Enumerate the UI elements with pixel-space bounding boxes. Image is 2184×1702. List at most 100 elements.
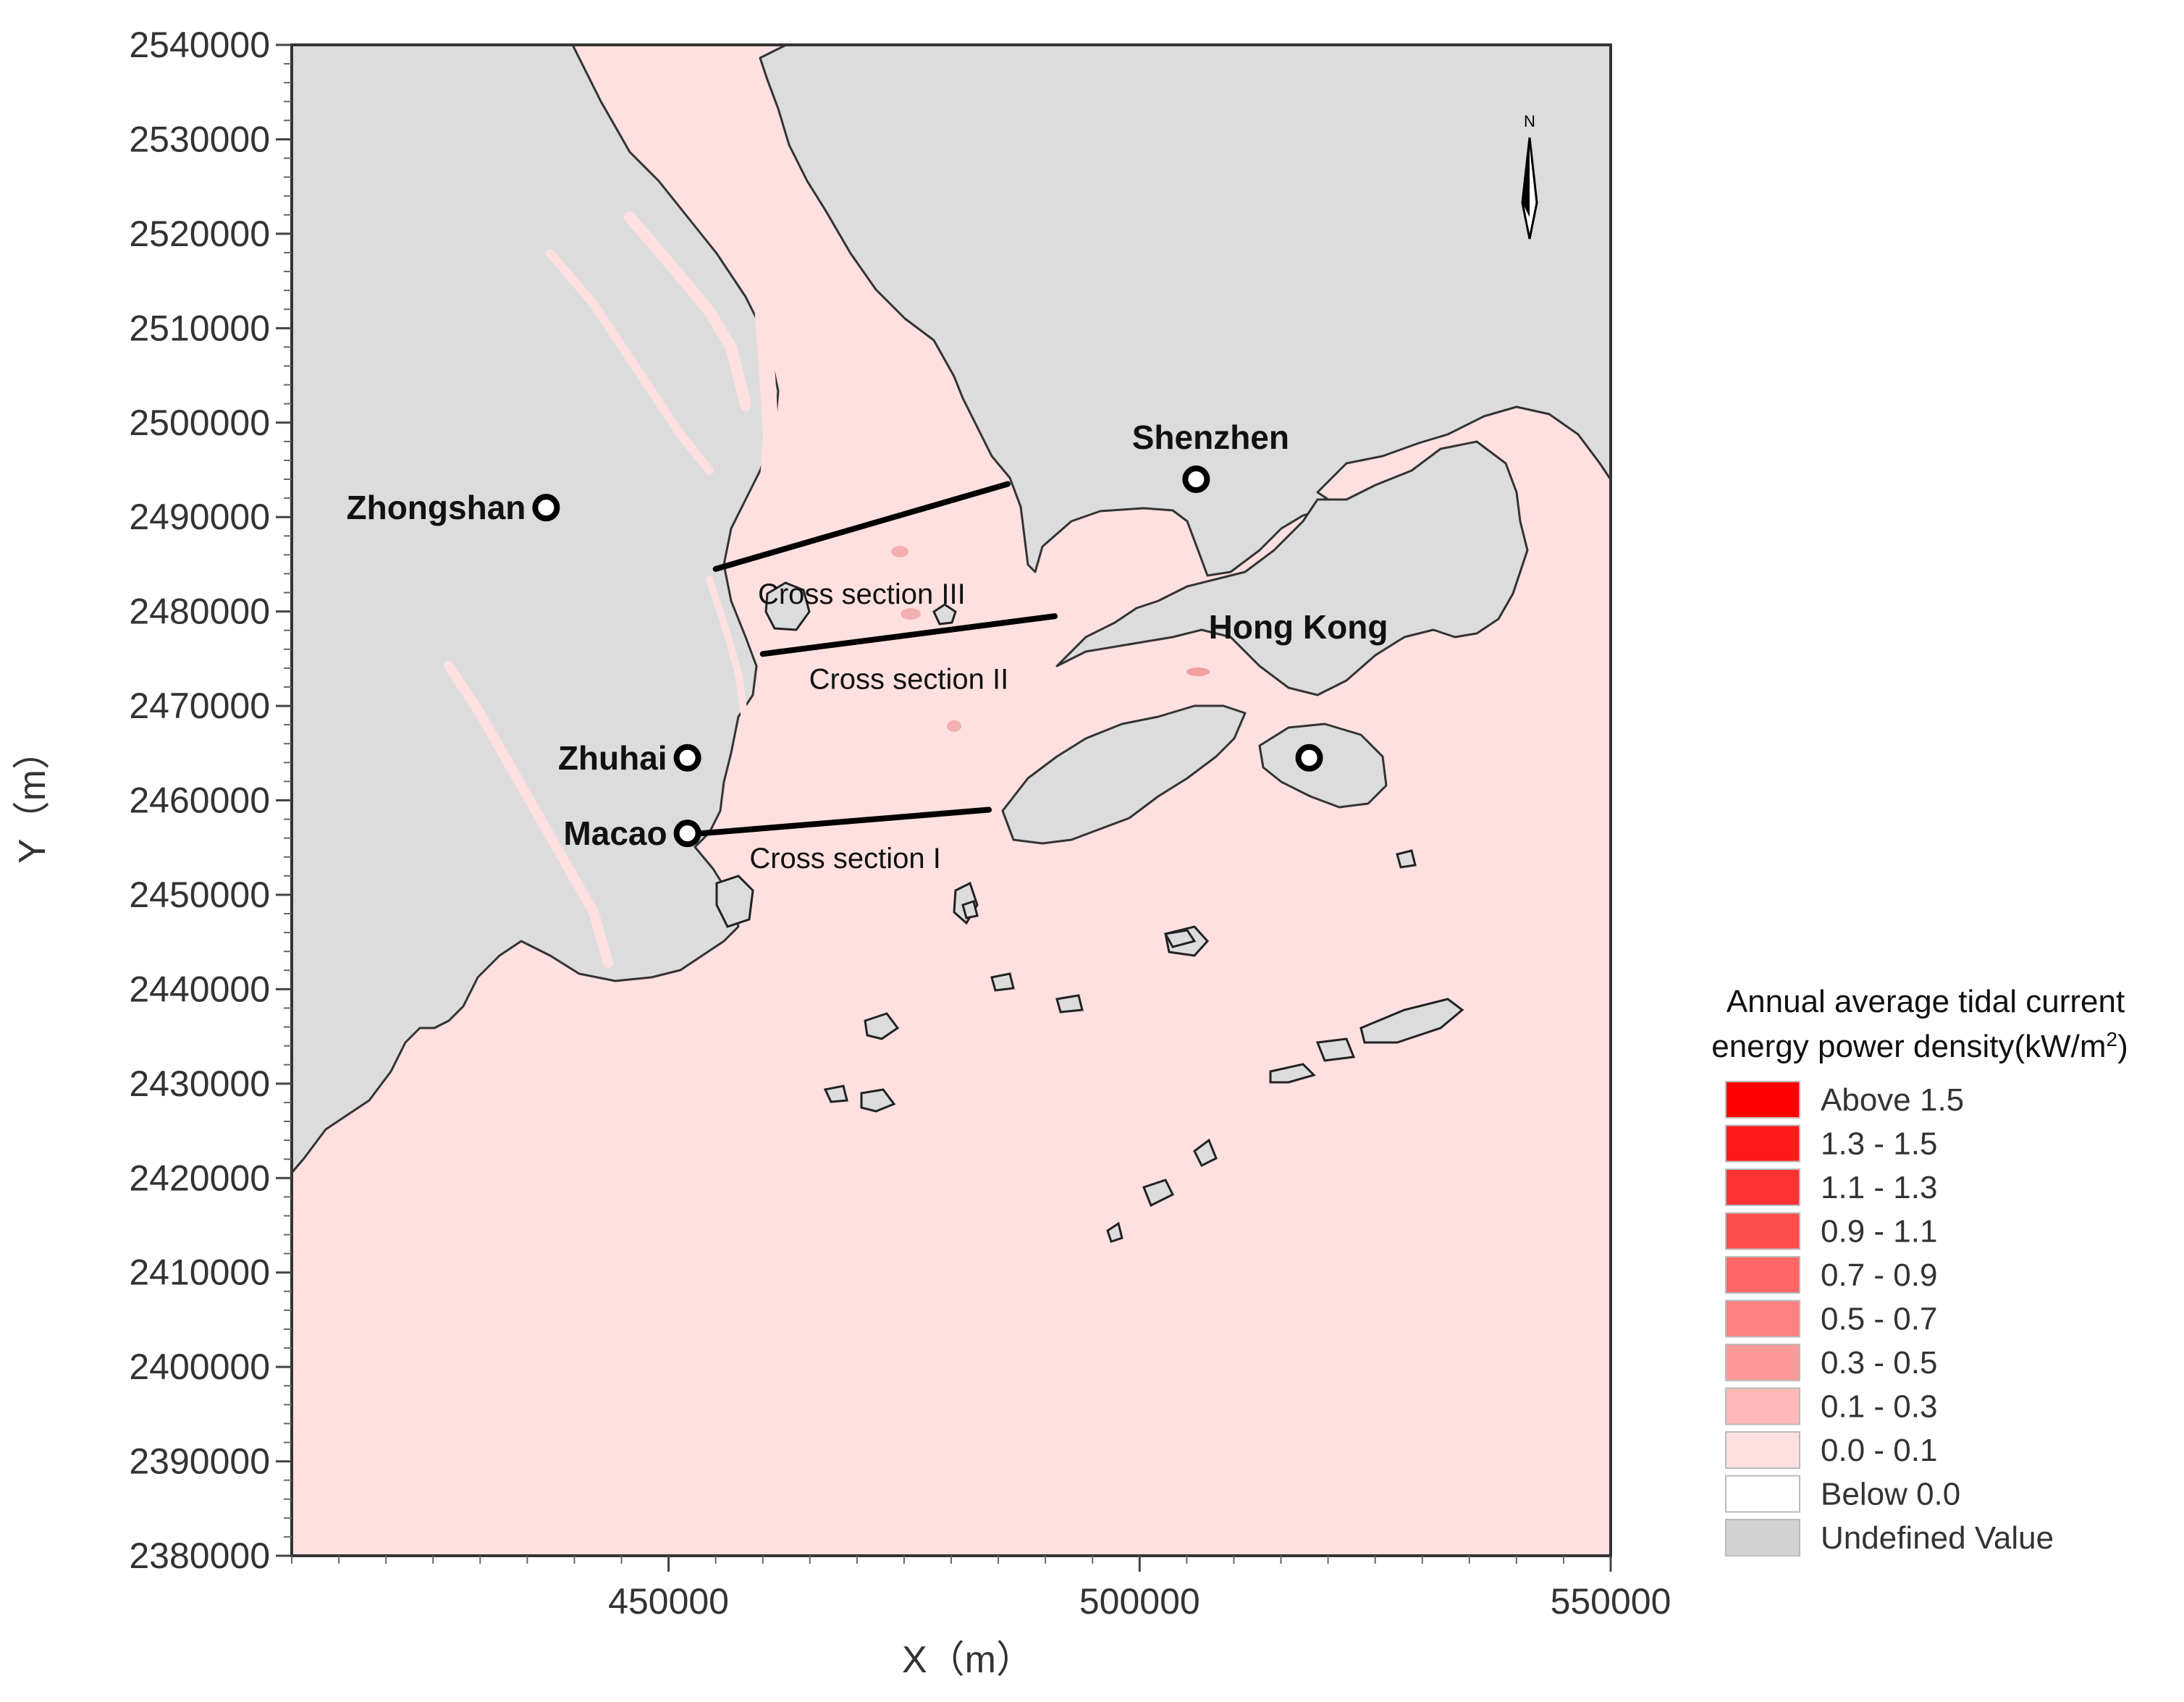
legend-swatch [1725,1344,1800,1381]
x-tick-label: 450000 [608,1581,729,1622]
x-tick-label: 500000 [1079,1581,1200,1622]
legend-swatch [1725,1431,1800,1469]
legend-label: 0.5 - 0.7 [1821,1302,1937,1337]
hong-kong-island [1258,722,1388,809]
cross-section-line [712,481,1011,572]
map-area [292,45,1611,1556]
offshore-island-15 [1396,849,1417,869]
y-tick-label: 2490000 [129,497,270,537]
city-marker [1182,465,1210,494]
estuary-island-1 [764,581,811,631]
north-arrow-label: N [1524,112,1535,130]
legend-swatch [1725,1387,1800,1425]
legend-title-line2: energy power density(kW/m2) [1711,1028,2128,1065]
y-tick-label: 2510000 [129,308,270,348]
legend-swatch [1725,1168,1800,1206]
legend-swatch [1725,1299,1800,1338]
y-tick-label: 2390000 [129,1441,270,1482]
y-tick-label: 2410000 [129,1252,270,1293]
city-marker [673,743,701,772]
lantau-island [1001,704,1247,845]
cross-section-label: Cross section III [758,578,966,610]
hotspot-1 [891,546,908,557]
legend-swatch [1725,1081,1800,1118]
legend: Annual average tidal current energy powe… [1711,984,2128,1556]
legend-label: 0.7 - 0.9 [1821,1257,1937,1293]
offshore-island-4 [1269,1063,1316,1084]
y-tick-label: 2480000 [129,591,270,632]
x-axis-title: X（m） [902,1639,1034,1681]
offshore-island-9 [864,1012,900,1040]
city-label: Zhongshan [347,489,526,526]
y-axis-title: Y（m） [12,732,54,864]
offshore-island-13 [961,900,979,919]
river-channel-west [624,211,751,411]
legend-label: 0.0 - 0.1 [1821,1433,1937,1468]
offshore-island-6 [1142,1179,1175,1208]
city-label: Hong Kong [1209,608,1388,646]
cross-section-line [699,806,992,837]
y-tick-label: 2460000 [129,780,270,821]
y-tick-label: 2420000 [129,1158,270,1198]
legend-title-text: energy power density(kW/m [1711,1029,2106,1064]
y-tick-label: 2430000 [129,1063,270,1104]
y-tick-label: 2470000 [129,686,270,726]
city-label: Macao [563,814,667,852]
y-tick-label: 2450000 [129,875,270,915]
legend-title-superscript: 2 [2107,1028,2118,1050]
estuary-island-2 [932,603,957,625]
north-arrow: N [1521,112,1538,240]
city-label: Zhuhai [558,739,667,777]
hotspot-4 [1186,667,1210,676]
city-marker [1295,743,1323,772]
cross-section-label: Cross section I [749,843,941,875]
y-tick-label: 2530000 [129,119,270,159]
legend-title-line1: Annual average tidal current [1726,984,2125,1019]
hotspot-2 [901,608,921,620]
legend-label: Undefined Value [1821,1520,2054,1556]
legend-label: 0.9 - 1.1 [1821,1214,1937,1250]
legend-title-close: ) [2117,1029,2128,1064]
offshore-island-7 [860,1088,896,1113]
mainland-east [1055,440,1529,696]
legend-items: Above 1.5 1.3 - 1.5 1.1 - 1.3 0.9 - 1.1 0.7 … [1725,1081,2054,1556]
city-marker [673,820,701,848]
legend-swatch [1725,1475,1800,1513]
place-markers: Zhongshan Shenzhen Hong Kong Zhuhai Macao [347,418,1388,852]
legend-label: 0.3 - 0.5 [1821,1345,1937,1381]
x-axis: 450000 500000 550000 [291,1556,1671,1622]
y-tick-label: 2520000 [129,214,270,254]
cross-sections: Cross section III Cross section II Cross s… [699,481,1058,875]
legend-label: 1.1 - 1.3 [1821,1170,1937,1205]
y-tick-label: 2500000 [129,403,270,443]
offshore-island-5 [1193,1138,1218,1168]
legend-label: Below 0.0 [1821,1477,1960,1512]
legend-label: 0.1 - 0.3 [1821,1389,1937,1425]
y-tick-label: 2380000 [129,1535,270,1576]
x-tick-label: 550000 [1551,1581,1671,1622]
cross-section-line [759,613,1058,657]
legend-swatch [1725,1124,1800,1163]
offshore-island-2 [1359,998,1464,1044]
y-tick-label: 2440000 [129,969,270,1009]
mainland-north [759,45,1611,577]
cross-section-label: Cross section II [809,663,1009,695]
legend-swatch [1725,1212,1800,1250]
offshore-island-12 [990,972,1015,992]
river-channel-zhuhai [706,576,749,728]
y-tick-label: 2540000 [129,25,270,65]
legend-swatch [1725,1519,1800,1556]
city-marker [532,494,560,522]
y-axis: 2540000 2530000 2520000 2510000 2500000 24900… [129,25,292,1576]
offshore-island-10 [1055,994,1084,1014]
river-channel-modaomen [444,661,613,968]
legend-label: 1.3 - 1.5 [1821,1126,1937,1162]
river-channel-far-west [546,249,714,475]
hotspot-3 [947,720,961,732]
legend-swatch [1725,1256,1800,1294]
offshore-island-14 [1106,1221,1123,1243]
offshore-island-3 [1315,1037,1356,1062]
offshore-island-8 [823,1084,848,1103]
legend-label: Above 1.5 [1821,1082,1964,1118]
